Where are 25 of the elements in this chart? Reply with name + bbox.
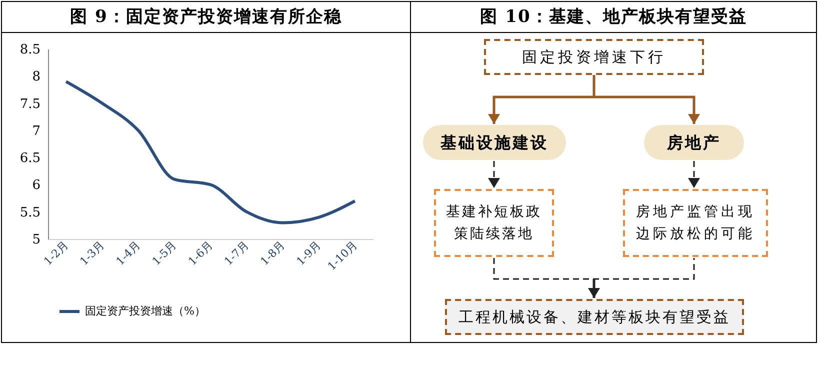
y-tick-label: 5.5 [20,205,40,220]
x-tick-label: 1-3月 [77,238,107,268]
y-tick-label: 6 [32,178,40,194]
x-tick-label: 1-2月 [41,238,71,268]
text: 基础设施建设 [423,125,566,160]
y-tick-label: 7 [32,124,40,139]
y-tick-label: 6.5 [20,151,40,166]
y-tick-label: 8 [32,70,40,85]
text: 工程机械设备、建材等板块有望受益 [445,299,744,335]
x-tick-label: 1-4月 [114,238,144,268]
y-tick-label: 5 [32,232,40,248]
text: 房地产监管出现边际放松的可能 [623,189,768,257]
x-tick-label: 1-5月 [150,238,180,268]
y-tick-label: 7.5 [20,96,40,112]
chart-title: 图 9：固定资产投资增速有所企稳 [2,2,410,33]
text: 基建补短板政策陆续落地 [434,189,554,257]
text: 房地产 [644,125,744,160]
x-tick-label: 1-8月 [258,238,288,268]
legend-label: 固定资产投资增速（%） [85,304,206,318]
text: 图 10：基建、地产板块有望受益 [411,2,816,33]
y-tick-label: 8.5 [20,42,40,58]
x-tick-label: 1-9月 [294,238,324,268]
text: 固定投资增速下行 [484,39,704,75]
x-tick-label: 1-7月 [222,238,252,268]
x-tick-label: 1-6月 [186,238,216,268]
